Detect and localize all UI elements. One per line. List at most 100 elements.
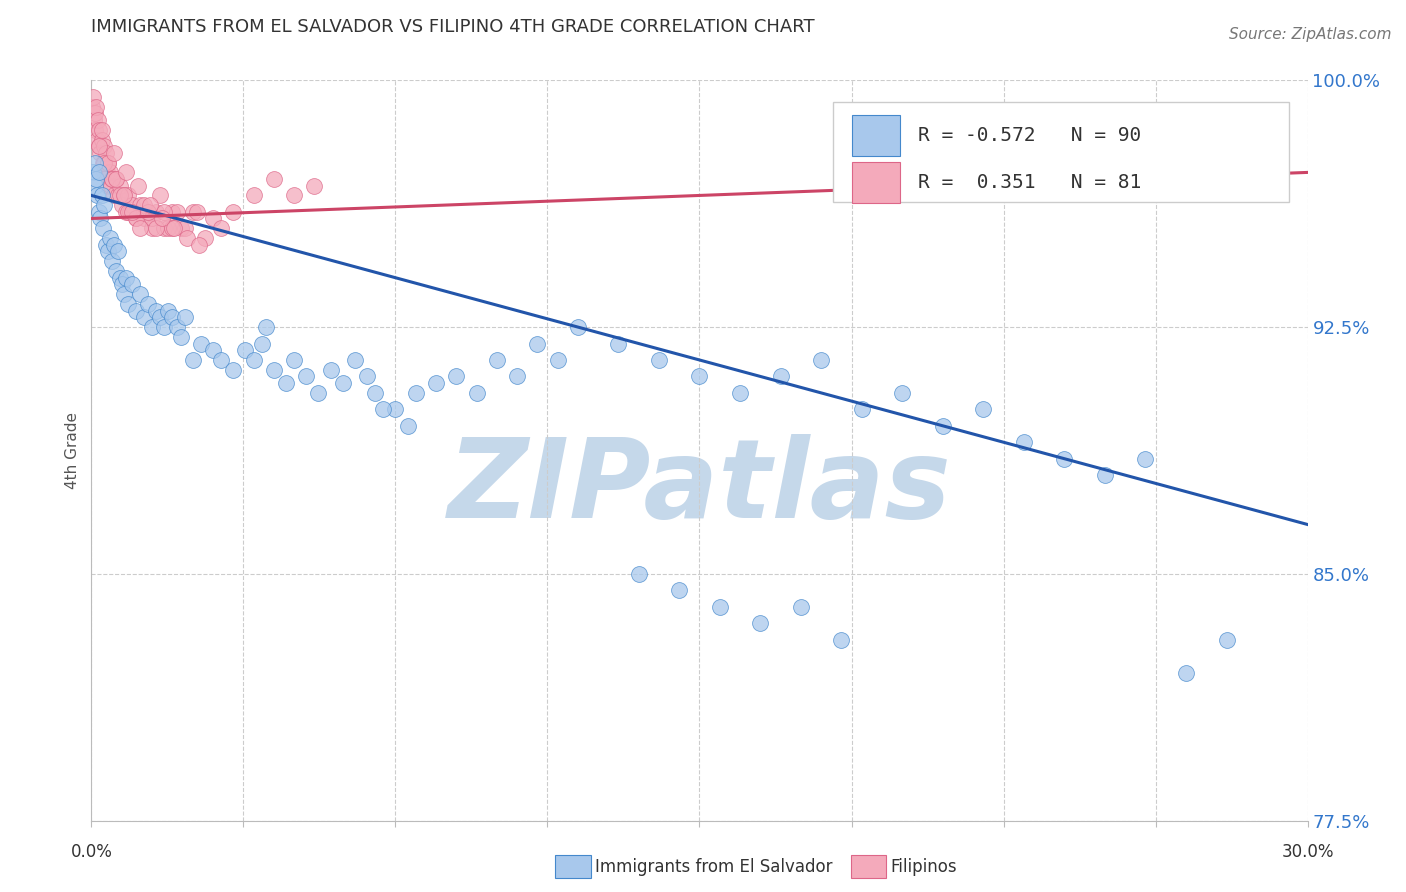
Point [810, 353, 832, 368]
Point [790, 599, 813, 614]
Point [709, 599, 731, 614]
Point [84, 122, 107, 136]
Text: 30.0%: 30.0% [1281, 843, 1334, 861]
Point [891, 385, 914, 400]
Point [104, 172, 127, 186]
Point [89, 145, 111, 160]
Point [169, 221, 191, 235]
Point [485, 353, 508, 368]
Point [86, 188, 108, 202]
Point [1175, 665, 1198, 680]
Point [89, 211, 111, 226]
Point [125, 211, 148, 226]
Point [121, 205, 143, 219]
Point [972, 402, 994, 417]
Point [132, 310, 155, 325]
Point [307, 385, 329, 400]
Point [157, 303, 180, 318]
Point [82, 165, 104, 179]
Point [851, 402, 873, 417]
Point [153, 320, 176, 334]
Point [127, 178, 149, 193]
Point [163, 221, 186, 235]
Point [89, 122, 111, 136]
Point [830, 632, 852, 647]
Point [209, 353, 232, 368]
Point [1135, 451, 1157, 466]
Point [186, 205, 208, 219]
Point [547, 353, 569, 368]
Point [274, 376, 297, 390]
Point [103, 145, 125, 160]
Point [115, 165, 138, 179]
Point [94, 145, 117, 160]
Point [166, 320, 188, 334]
Point [181, 353, 204, 368]
Point [98, 165, 121, 179]
Point [96, 165, 118, 179]
Point [364, 385, 387, 400]
Point [90, 132, 112, 146]
Point [112, 188, 135, 202]
Point [97, 178, 120, 193]
Point [145, 303, 167, 318]
Text: Filipinos: Filipinos [890, 858, 956, 876]
Point [169, 330, 191, 344]
Point [91, 155, 114, 169]
Point [506, 369, 529, 384]
Point [242, 353, 264, 368]
Point [1053, 451, 1076, 466]
Point [84, 155, 107, 169]
Point [263, 363, 285, 377]
Point [93, 165, 115, 179]
Point [373, 402, 395, 417]
Text: IMMIGRANTS FROM EL SALVADOR VS FILIPINO 4TH GRADE CORRELATION CHART: IMMIGRANTS FROM EL SALVADOR VS FILIPINO … [91, 18, 815, 36]
FancyBboxPatch shape [852, 115, 900, 156]
Point [332, 376, 354, 390]
Point [97, 155, 120, 169]
Text: Source: ZipAtlas.com: Source: ZipAtlas.com [1229, 27, 1392, 42]
Y-axis label: 4th Grade: 4th Grade [65, 412, 80, 489]
Point [254, 320, 277, 334]
FancyBboxPatch shape [834, 103, 1289, 202]
Point [97, 244, 120, 259]
Point [108, 270, 131, 285]
Point [319, 363, 342, 377]
Point [157, 221, 180, 235]
Point [668, 583, 690, 598]
Point [104, 172, 127, 186]
Point [176, 231, 198, 245]
Point [103, 237, 125, 252]
Point [136, 205, 159, 219]
Point [222, 363, 245, 377]
Point [117, 297, 139, 311]
Point [129, 198, 152, 212]
Point [108, 178, 131, 193]
Point [209, 221, 232, 235]
Point [627, 566, 650, 581]
Point [222, 205, 245, 219]
Point [1012, 435, 1035, 450]
Point [82, 89, 104, 103]
Point [405, 385, 427, 400]
Point [100, 178, 122, 193]
Point [103, 188, 125, 202]
Point [83, 178, 105, 193]
Point [117, 188, 139, 202]
Text: R = -0.572   N = 90: R = -0.572 N = 90 [918, 127, 1142, 145]
Text: R =  0.351   N = 81: R = 0.351 N = 81 [918, 173, 1142, 192]
Text: ZIPatlas: ZIPatlas [447, 434, 952, 541]
Point [121, 277, 143, 292]
Point [97, 155, 120, 169]
Point [107, 244, 129, 259]
Point [125, 211, 148, 226]
Point [343, 353, 366, 368]
Point [149, 188, 172, 202]
Point [100, 254, 122, 268]
Point [83, 112, 105, 127]
Point [129, 287, 152, 301]
Point [115, 205, 138, 219]
Point [263, 172, 285, 186]
Point [83, 106, 105, 120]
Point [82, 100, 104, 114]
